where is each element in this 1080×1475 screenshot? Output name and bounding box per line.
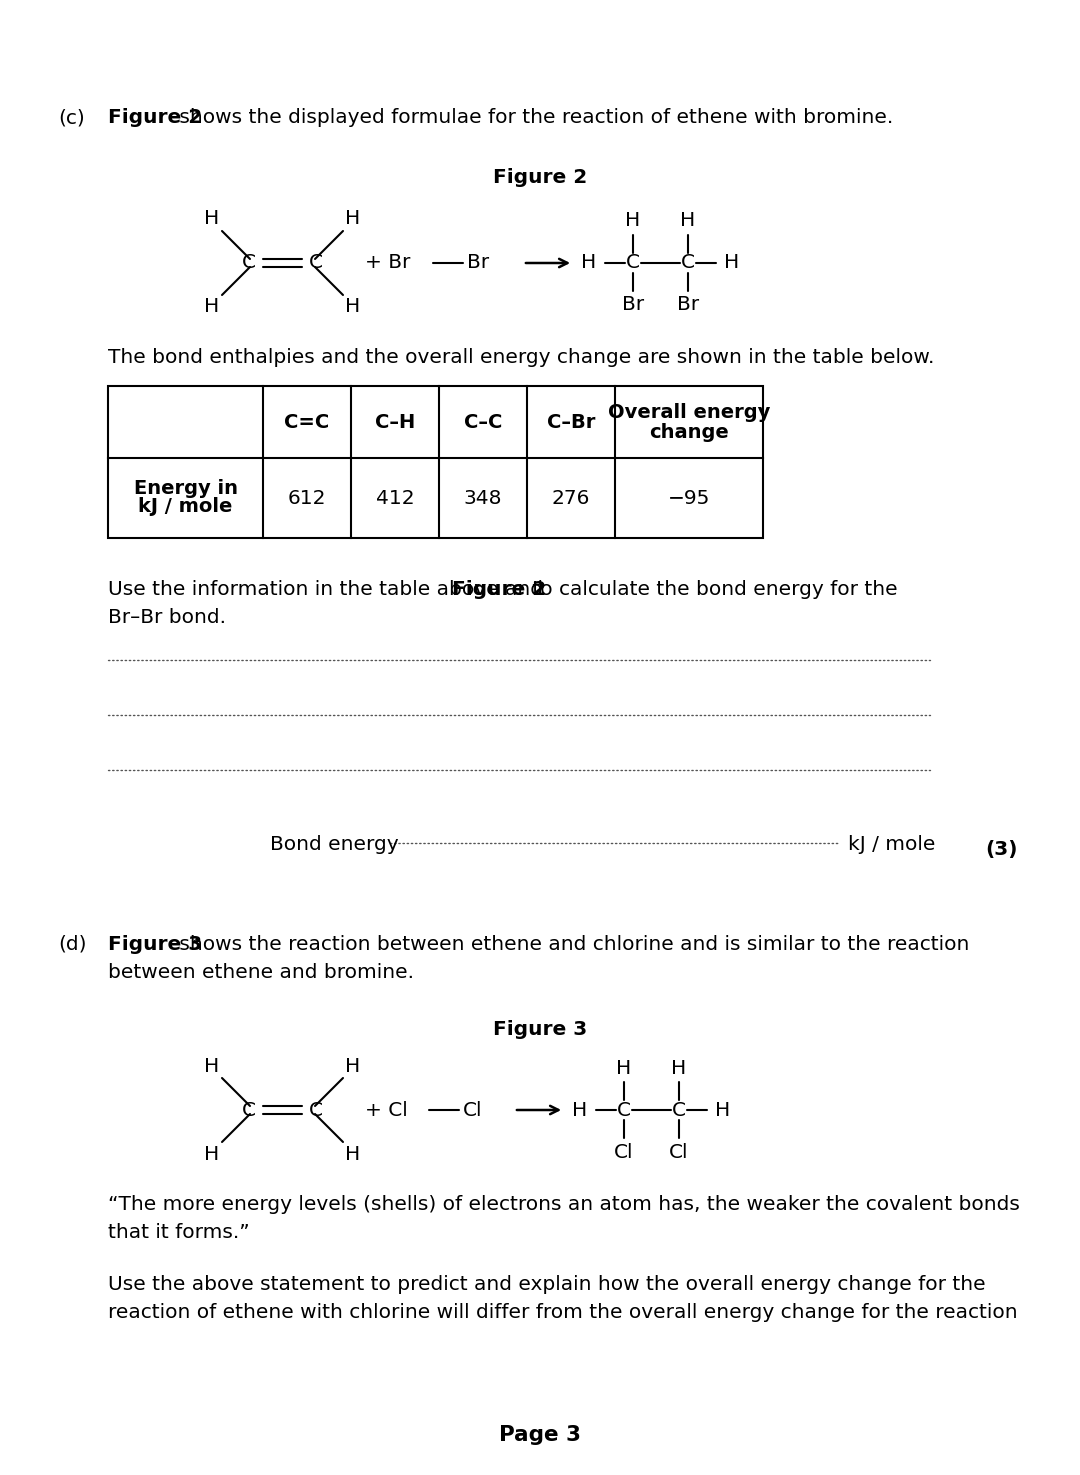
Text: Br–Br bond.: Br–Br bond. [108,608,226,627]
Text: C–H: C–H [375,413,415,432]
Text: Overall energy: Overall energy [608,403,770,422]
Text: H: H [204,1145,219,1164]
Text: C–C: C–C [463,413,502,432]
Text: that it forms.”: that it forms.” [108,1223,249,1242]
Text: Use the information in the table above and: Use the information in the table above a… [108,580,550,599]
Text: H: H [617,1059,632,1078]
Text: + Cl: + Cl [365,1100,408,1120]
Text: H: H [581,254,596,273]
Text: 612: 612 [287,488,326,507]
Text: H: H [346,209,361,229]
Text: C: C [681,254,696,273]
Text: H: H [725,254,740,273]
Text: H: H [346,1145,361,1164]
Text: + Br: + Br [365,254,410,273]
Text: Br: Br [677,295,699,314]
Text: 412: 412 [376,488,415,507]
Text: −95: −95 [667,488,711,507]
Text: C: C [242,254,256,273]
Text: kJ / mole: kJ / mole [138,497,232,516]
Text: Cl: Cl [615,1143,634,1161]
Text: Br: Br [622,295,644,314]
Text: C–Br: C–Br [546,413,595,432]
Text: H: H [715,1100,731,1120]
Text: C: C [309,1100,323,1120]
Text: H: H [572,1100,588,1120]
Text: C: C [617,1100,631,1120]
Text: C=C: C=C [284,413,329,432]
Text: to calculate the bond energy for the: to calculate the bond energy for the [526,580,897,599]
Text: H: H [204,1056,219,1075]
Text: H: H [680,211,696,230]
Text: C: C [626,254,640,273]
Text: reaction of ethene with chlorine will differ from the overall energy change for : reaction of ethene with chlorine will di… [108,1302,1017,1322]
Text: Cl: Cl [670,1143,689,1161]
Text: H: H [346,1056,361,1075]
Bar [108,386,762,538]
Text: H: H [204,209,219,229]
Text: kJ / mole: kJ / mole [848,835,935,854]
Text: Figure 2: Figure 2 [453,580,546,599]
Text: 276: 276 [552,488,590,507]
Text: C: C [672,1100,686,1120]
Text: Figure 3: Figure 3 [108,935,202,954]
Text: between ethene and bromine.: between ethene and bromine. [108,963,414,982]
Text: C: C [242,1100,256,1120]
Text: Figure 2: Figure 2 [492,168,588,187]
Text: Figure 2: Figure 2 [108,108,202,127]
Text: Cl: Cl [463,1100,483,1120]
Text: shows the reaction between ethene and chlorine and is similar to the reaction: shows the reaction between ethene and ch… [173,935,970,954]
Text: (3): (3) [985,839,1017,858]
Text: Energy in: Energy in [134,479,238,499]
Text: (d): (d) [58,935,86,954]
Text: H: H [346,298,361,317]
Text: The bond enthalpies and the overall energy change are shown in the table below.: The bond enthalpies and the overall ener… [108,348,934,367]
Text: Page 3: Page 3 [499,1425,581,1446]
Text: H: H [625,211,640,230]
Text: Br: Br [467,254,489,273]
Text: 348: 348 [463,488,502,507]
Text: H: H [204,298,219,317]
Text: Bond energy: Bond energy [270,835,399,854]
Text: (c): (c) [58,108,84,127]
Text: C: C [309,254,323,273]
Text: Use the above statement to predict and explain how the overall energy change for: Use the above statement to predict and e… [108,1274,986,1294]
Text: change: change [649,422,729,441]
Text: Figure 3: Figure 3 [492,1021,588,1038]
Text: shows the displayed formulae for the reaction of ethene with bromine.: shows the displayed formulae for the rea… [173,108,893,127]
Text: H: H [672,1059,687,1078]
Text: “The more energy levels (shells) of electrons an atom has, the weaker the covale: “The more energy levels (shells) of elec… [108,1195,1020,1214]
